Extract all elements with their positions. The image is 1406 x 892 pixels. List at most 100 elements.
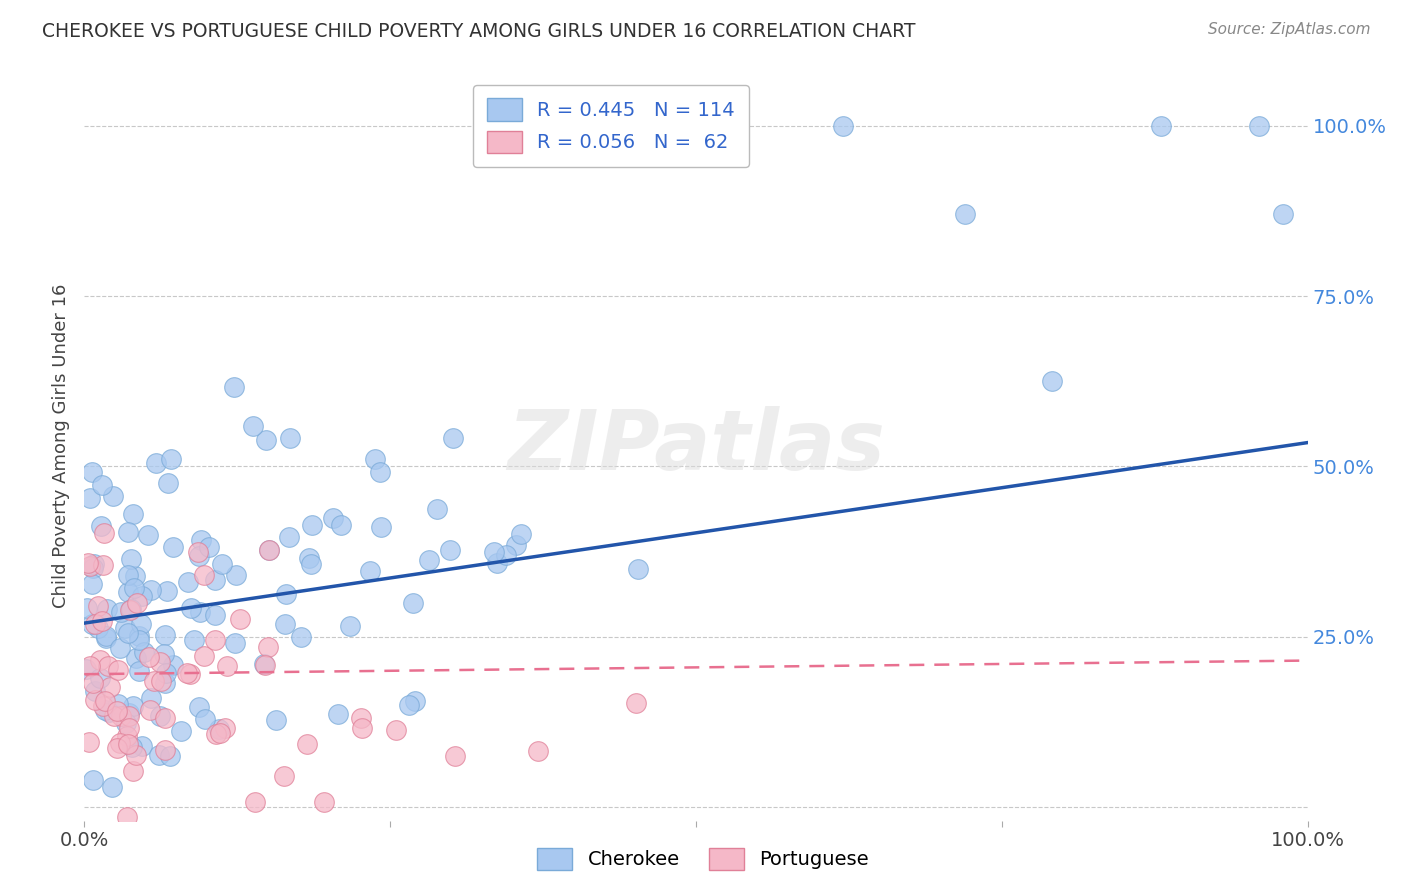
Point — [153, 628, 176, 642]
Point — [101, 489, 124, 503]
Point — [79, 558, 101, 573]
Point — [1272, 207, 1295, 221]
Point — [953, 207, 976, 221]
Point — [505, 538, 527, 552]
Point — [211, 557, 233, 571]
Point — [215, 659, 238, 673]
Point — [79, 491, 101, 505]
Point — [139, 691, 162, 706]
Point — [75, 662, 97, 676]
Point — [122, 764, 145, 778]
Point — [94, 694, 117, 708]
Point — [627, 561, 650, 575]
Point — [89, 652, 111, 666]
Point — [100, 680, 122, 694]
Point — [444, 748, 467, 763]
Point — [87, 599, 110, 614]
Point — [418, 553, 440, 567]
Point — [157, 476, 180, 491]
Point — [398, 698, 420, 713]
Point — [298, 551, 321, 566]
Point — [290, 630, 312, 644]
Point — [121, 507, 143, 521]
Point — [385, 723, 408, 737]
Point — [117, 525, 139, 540]
Point — [110, 605, 132, 619]
Point — [83, 558, 105, 572]
Point — [274, 617, 297, 632]
Point — [426, 502, 449, 516]
Point — [264, 713, 287, 727]
Point — [170, 723, 193, 738]
Point — [214, 721, 236, 735]
Point — [129, 617, 152, 632]
Point — [125, 651, 148, 665]
Point — [117, 810, 139, 824]
Point — [96, 602, 118, 616]
Text: Source: ZipAtlas.com: Source: ZipAtlas.com — [1208, 22, 1371, 37]
Point — [485, 556, 508, 570]
Point — [256, 640, 278, 655]
Point — [183, 632, 205, 647]
Point — [107, 741, 129, 756]
Point — [82, 561, 104, 575]
Point — [328, 706, 350, 721]
Point — [83, 684, 105, 698]
Point — [128, 664, 150, 678]
Point — [108, 736, 131, 750]
Point — [94, 629, 117, 643]
Point — [194, 712, 217, 726]
Point — [495, 548, 517, 562]
Point — [482, 545, 505, 559]
Point — [359, 564, 381, 578]
Point — [510, 527, 533, 541]
Point — [274, 587, 297, 601]
Point — [145, 456, 167, 470]
Point — [224, 636, 246, 650]
Point — [91, 698, 114, 713]
Point — [82, 576, 104, 591]
Point — [82, 675, 104, 690]
Point — [107, 697, 129, 711]
Point — [121, 739, 143, 754]
Point — [295, 737, 318, 751]
Point — [80, 465, 103, 479]
Point — [118, 708, 141, 723]
Point — [186, 545, 208, 559]
Point — [370, 465, 392, 479]
Point — [278, 431, 301, 445]
Point — [204, 607, 226, 622]
Point — [120, 602, 142, 616]
Point — [136, 528, 159, 542]
Point — [208, 723, 231, 737]
Y-axis label: Child Poverty Among Girls Under 16: Child Poverty Among Girls Under 16 — [52, 284, 70, 608]
Point — [156, 583, 179, 598]
Point — [83, 693, 105, 707]
Point — [124, 568, 146, 582]
Point — [114, 621, 136, 635]
Point — [91, 558, 114, 572]
Point — [82, 773, 104, 788]
Point — [110, 708, 132, 723]
Point — [1150, 119, 1173, 133]
Point — [364, 451, 387, 466]
Point — [322, 511, 344, 525]
Point — [176, 665, 198, 680]
Point — [193, 648, 215, 663]
Point — [831, 119, 853, 133]
Point — [93, 703, 115, 717]
Point — [142, 673, 165, 688]
Legend: Cherokee, Portuguese: Cherokee, Portuguese — [529, 839, 877, 878]
Point — [153, 676, 176, 690]
Point — [115, 729, 138, 743]
Point — [229, 612, 252, 626]
Point — [404, 694, 426, 708]
Point — [153, 648, 176, 662]
Point — [96, 631, 118, 645]
Point — [97, 705, 120, 719]
Point — [1247, 119, 1270, 133]
Point — [245, 795, 267, 809]
Point — [1042, 374, 1064, 388]
Point — [439, 543, 461, 558]
Point — [118, 706, 141, 720]
